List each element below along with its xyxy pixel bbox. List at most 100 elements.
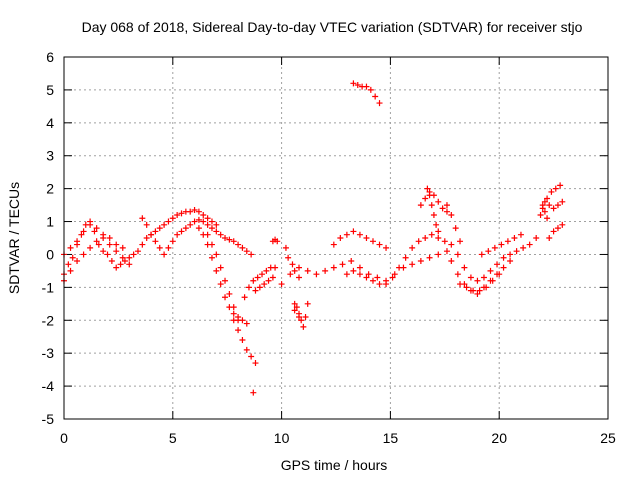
data-point [134, 248, 141, 255]
data-point [208, 218, 215, 225]
data-point [433, 221, 440, 228]
data-point [443, 208, 450, 215]
data-point [467, 274, 474, 281]
data-point [200, 211, 207, 218]
data-point [396, 264, 403, 271]
data-point [480, 274, 487, 281]
data-point [546, 235, 553, 241]
data-point [300, 323, 307, 330]
data-point [369, 238, 376, 245]
data-point [243, 248, 250, 255]
data-point [296, 264, 303, 271]
data-point [391, 271, 398, 278]
data-point [457, 238, 464, 245]
data-point [313, 271, 320, 278]
data-point [520, 244, 527, 251]
data-point [435, 228, 442, 235]
data-point [409, 261, 416, 268]
data-point [533, 235, 540, 241]
data-point [304, 300, 311, 307]
data-point [248, 251, 255, 258]
data-point [483, 284, 490, 291]
data-point [415, 238, 422, 245]
data-point [363, 235, 370, 241]
x-tick-label: 25 [600, 430, 616, 446]
y-tick-label: -4 [42, 378, 55, 394]
data-point [298, 317, 305, 324]
y-axis-ticks: -5 -4 -3 -2 -1 0 1 2 3 4 5 6 [42, 49, 608, 427]
data-point [95, 241, 102, 248]
data-point [121, 258, 128, 265]
y-tick-label: -1 [42, 279, 55, 295]
data-point [74, 238, 81, 245]
data-point [302, 313, 309, 320]
data-point [250, 389, 257, 396]
data-point [226, 236, 233, 243]
data-point [156, 244, 163, 251]
data-point [476, 287, 483, 294]
data-point [441, 238, 448, 245]
data-point [443, 248, 450, 255]
data-point [541, 208, 548, 215]
x-tick-label: 20 [491, 430, 507, 446]
data-point [507, 251, 514, 258]
data-point [454, 251, 461, 258]
data-point [230, 304, 237, 311]
data-point [426, 192, 433, 199]
data-point [296, 313, 303, 320]
data-point [252, 287, 259, 294]
data-point [428, 202, 435, 209]
data-point [511, 235, 518, 241]
data-point [435, 251, 442, 258]
data-point [256, 284, 263, 291]
data-point [539, 202, 546, 209]
data-point [500, 264, 507, 271]
data-point [261, 281, 268, 288]
data-point [91, 228, 98, 235]
data-point [278, 281, 285, 288]
data-point [139, 215, 146, 222]
data-point [507, 258, 514, 265]
data-point [245, 284, 252, 291]
data-point [152, 238, 159, 245]
grid-lines [64, 57, 608, 419]
data-point [106, 235, 113, 241]
data-point [222, 235, 229, 241]
data-point [291, 267, 298, 274]
data-point [119, 244, 126, 251]
data-point [93, 238, 100, 245]
data-point [330, 241, 337, 248]
data-point [376, 281, 383, 288]
data-point [87, 221, 94, 228]
data-point [204, 231, 211, 238]
data-point [80, 251, 87, 258]
data-point [178, 228, 185, 235]
data-point [372, 93, 379, 100]
chart-title: Day 068 of 2018, Sidereal Day-to-day VTE… [82, 19, 583, 35]
data-point [454, 271, 461, 278]
y-tick-label: -5 [42, 411, 55, 427]
data-point [178, 210, 185, 217]
data-point [474, 277, 481, 284]
y-tick-label: -2 [42, 312, 55, 328]
data-point [100, 231, 107, 238]
data-point [113, 264, 120, 271]
data-point [487, 267, 494, 274]
data-point [208, 254, 215, 261]
data-point [291, 307, 298, 314]
data-point [489, 277, 496, 284]
data-point [195, 216, 202, 223]
data-point [187, 208, 194, 215]
y-tick-label: 4 [46, 115, 54, 131]
x-tick-label: 5 [169, 430, 177, 446]
data-point [461, 264, 468, 271]
y-tick-label: 3 [46, 148, 54, 164]
data-point [435, 235, 442, 241]
data-point [517, 231, 524, 238]
data-point [376, 241, 383, 248]
data-point [200, 218, 207, 225]
data-point [356, 271, 363, 278]
data-point [559, 221, 566, 228]
data-point [485, 248, 492, 255]
y-tick-label: -3 [42, 345, 55, 361]
